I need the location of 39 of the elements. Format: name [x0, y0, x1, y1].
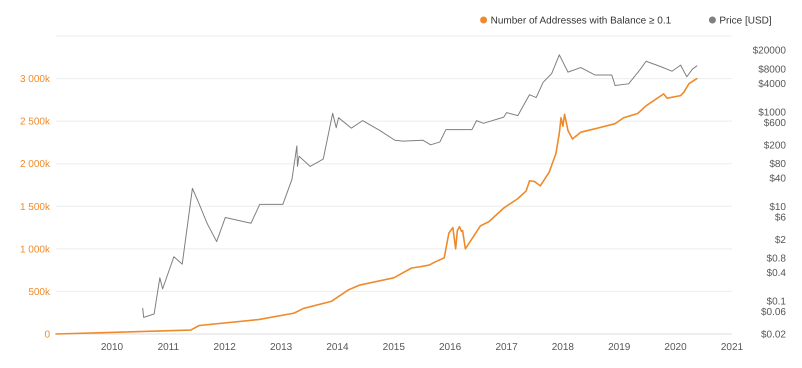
x-tick-label: 2011 — [158, 342, 180, 353]
x-tick-label: 2018 — [552, 342, 574, 353]
y2-tick-label: $20000 — [752, 46, 786, 57]
x-tick-label: 2013 — [270, 342, 293, 353]
y2-tick-label: $40 — [769, 173, 786, 184]
y2-tick-label: $0.1 — [766, 296, 786, 308]
y2-tick-label: $0.02 — [760, 330, 786, 340]
x-tick-label: 2017 — [495, 342, 518, 353]
x-tick-label: 2014 — [326, 342, 350, 353]
legend-label: Number of Addresses with Balance ≥ 0.1 — [490, 16, 672, 26]
legend-label: Price [USD] — [719, 16, 772, 26]
x-tick-label: 2016 — [438, 342, 462, 353]
line-series — [55, 78, 698, 335]
x-tick-label: 2021 — [720, 342, 744, 353]
x-tick-label: 2019 — [608, 342, 631, 353]
y2-tick-label: $4000 — [758, 78, 786, 90]
x-tick-label: 2012 — [214, 342, 236, 353]
y2-tick-label: $8000 — [758, 64, 786, 76]
y-tick-label: 1 500k — [20, 202, 51, 213]
y-tick-label: 0 — [44, 330, 50, 340]
y2-tick-label: $80 — [769, 159, 786, 170]
y2-tick-label: $600 — [764, 118, 786, 129]
y2-tick-label: $0.06 — [760, 306, 786, 318]
x-tick-label: 2020 — [664, 342, 688, 353]
y2-tick-label: $6 — [774, 212, 786, 224]
y2-tick-label: $10 — [769, 202, 786, 213]
y2-tick-label: $2 — [774, 234, 786, 246]
x-tick-label: 2010 — [100, 342, 124, 353]
y-tick-label: 2 000k — [20, 159, 51, 170]
y2-tick-label: $0.8 — [766, 254, 786, 265]
y-tick-label: 3 000k — [20, 74, 51, 86]
line-series — [142, 54, 698, 318]
y2-tick-label: $0.4 — [766, 268, 786, 279]
y-tick-label: 1 000k — [20, 244, 51, 256]
y-tick-label: 2 500k — [20, 116, 51, 128]
y2-tick-label: $1000 — [758, 107, 786, 118]
y2-tick-label: $200 — [764, 140, 786, 152]
x-tick-label: 2015 — [382, 342, 406, 353]
y-tick-label: 500k — [28, 286, 51, 298]
